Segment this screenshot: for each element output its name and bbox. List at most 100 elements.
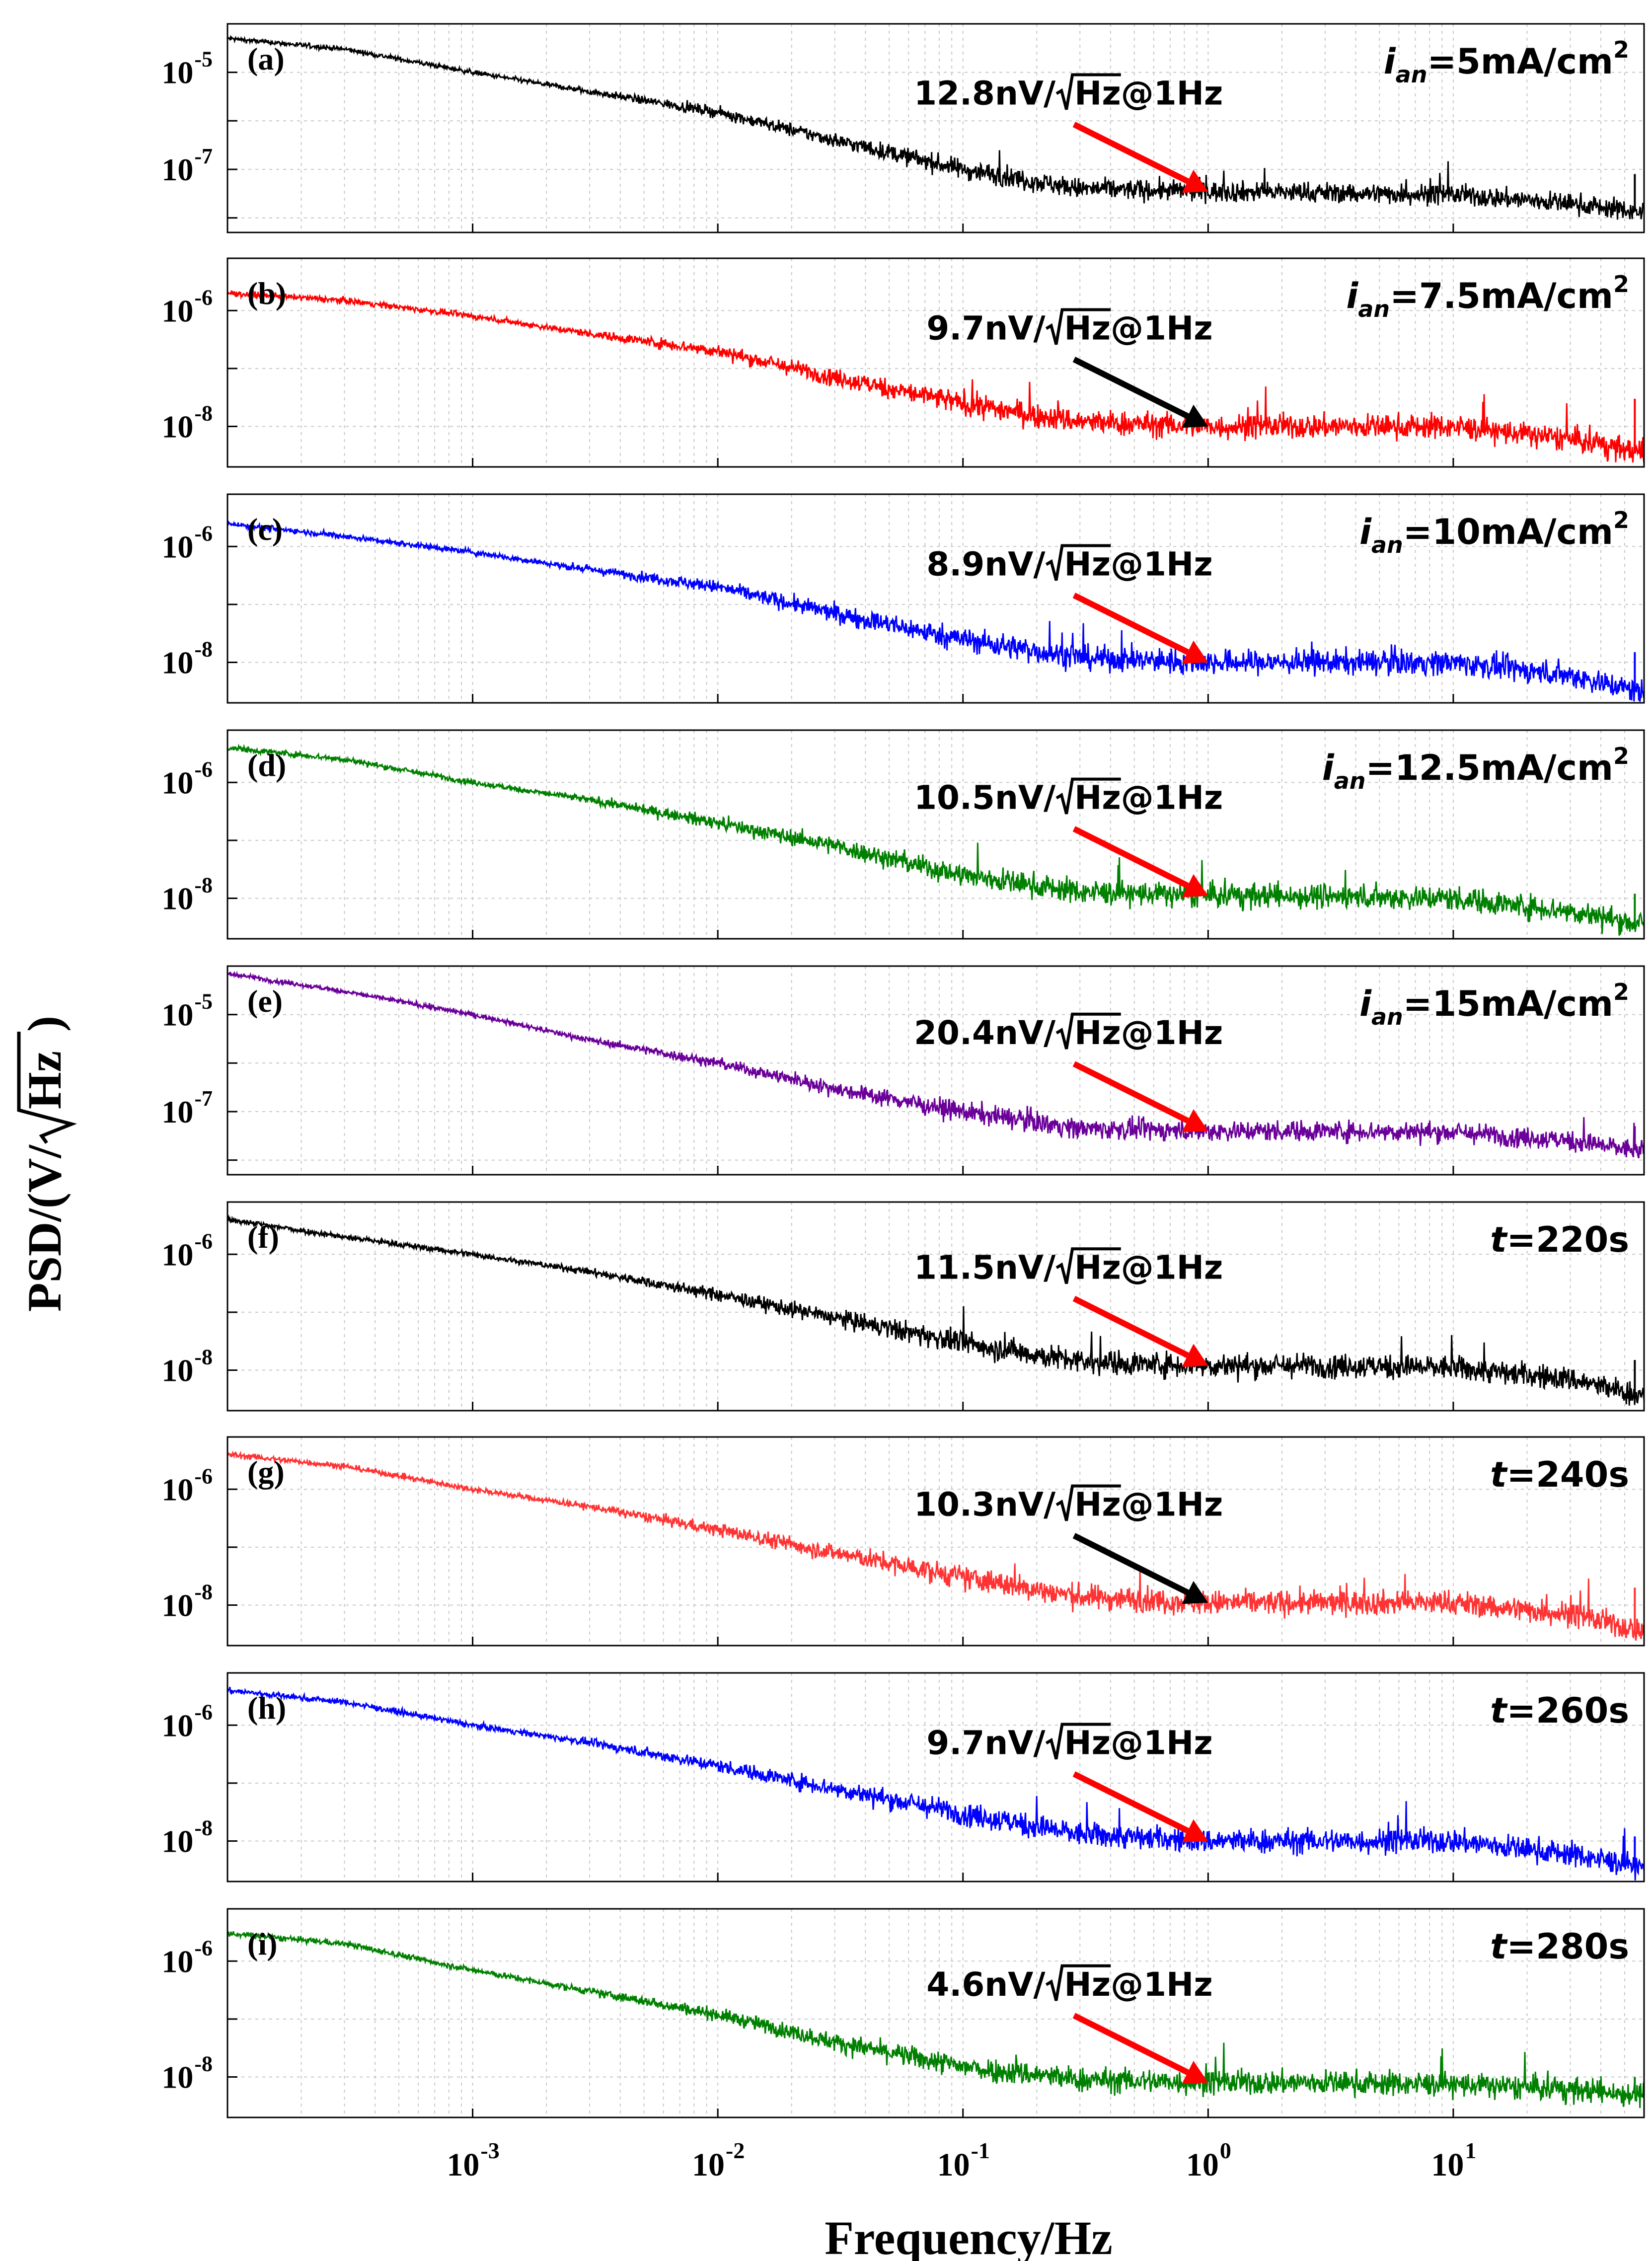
y-tick-label: -710: [161, 144, 213, 187]
panel-gridlines: [227, 258, 1644, 467]
annotation-radicand: Hz: [1074, 1014, 1121, 1052]
annotation-radicand: Hz: [1074, 1248, 1121, 1286]
condition-equals: =: [1365, 748, 1395, 788]
annotation-value: 4.6: [926, 1965, 984, 2004]
annotation-radicand: Hz: [1064, 309, 1111, 348]
panel-frame: [226, 1436, 1645, 1647]
x-tick-exponent: -1: [971, 2138, 990, 2163]
annotation-value: 8.9: [926, 545, 984, 584]
annotation-suffix: @1Hz: [1121, 74, 1223, 112]
annotation-radicand: Hz: [1074, 1486, 1121, 1524]
condition-label: i an = 5 mA/cm 2: [1384, 36, 1629, 88]
y-tick-base: 10: [161, 152, 193, 187]
annotation-value: 10.3: [914, 1486, 995, 1524]
panel-frame: [226, 23, 1645, 233]
condition-symbol: i: [1359, 983, 1372, 1024]
panel-gridlines: [227, 1673, 1644, 1882]
y-tick-label: -810: [161, 1580, 213, 1623]
annotation-unit-prefix: nV/: [984, 309, 1046, 348]
annotation-label: 9.7 nV/Hz @1Hz: [926, 1723, 1213, 1762]
condition-unit: s: [1608, 1454, 1629, 1495]
y-tick-exponent: -5: [194, 989, 213, 1014]
annotation-arrow-shaft: [1072, 1533, 1189, 1595]
y-axis-label-prefix: PSD/(V/: [18, 1144, 71, 1312]
x-tick-label: 10 -1: [937, 2138, 990, 2183]
y-tick-label: -810: [161, 873, 213, 916]
psd-series-line: [226, 520, 1645, 702]
annotation-arrow-shaft: [1072, 1061, 1189, 1124]
annotation-unit-prefix: nV/: [984, 545, 1046, 584]
panel-a: -510-710(a) i an = 5 mA/cm 212.8 nV/Hz @1Hz: [161, 23, 1645, 233]
psd-series-line: [226, 1931, 1645, 2109]
annotation-unit-prefix: nV/: [984, 1965, 1046, 2004]
panel-gridlines: [227, 494, 1644, 703]
panel-h: -610-810(h) t = 260 s9.7 nV/Hz @1Hz: [161, 1672, 1645, 1883]
y-tick-exponent: -6: [194, 1229, 213, 1253]
condition-value: 280: [1536, 1926, 1608, 1967]
y-tick-exponent: -7: [194, 144, 213, 168]
annotation-arrow-shaft: [1072, 357, 1189, 419]
y-axis-ticks: -610-810: [161, 1936, 237, 2095]
panel-gridlines: [227, 1437, 1644, 1646]
annotation-unit-prefix: nV/: [995, 74, 1056, 112]
x-tick-marks: [472, 1637, 1454, 1646]
condition-value: 240: [1536, 1454, 1608, 1495]
y-tick-exponent: -8: [194, 1345, 213, 1369]
condition-symbol: i: [1384, 41, 1396, 82]
y-tick-exponent: -6: [194, 1464, 213, 1488]
annotation-value: 9.7: [926, 1724, 984, 1762]
y-tick-label: -510: [161, 989, 213, 1033]
annotation-label: 10.5 nV/Hz @1Hz: [914, 777, 1223, 817]
condition-symbol: i: [1322, 748, 1335, 788]
y-tick-base: 10: [161, 997, 193, 1033]
annotation-arrow-shaft: [1072, 122, 1189, 184]
y-axis-title: PSD/(V/ Hz ): [17, 1016, 77, 1312]
condition-label: i an = 15 mA/cm 2: [1359, 979, 1629, 1030]
x-tick-exponent: 1: [1465, 2138, 1476, 2163]
y-tick-exponent: -6: [194, 521, 213, 545]
annotation-arrow-head: [1182, 169, 1208, 193]
panel-frame: [226, 493, 1645, 704]
annotation-sqrt-sign: [1055, 1484, 1121, 1521]
condition-unit: mA/cm: [1481, 512, 1613, 552]
condition-symbol: i: [1346, 276, 1358, 316]
condition-value: 10: [1432, 512, 1480, 552]
annotation-value: 20.4: [914, 1014, 995, 1052]
condition-superscript: 2: [1613, 507, 1629, 533]
panel-label: (g): [247, 1454, 285, 1490]
annotation-arrow-shaft: [1072, 1771, 1189, 1834]
annotation-suffix: @1Hz: [1111, 1724, 1213, 1762]
y-tick-base: 10: [161, 1094, 193, 1130]
y-tick-label: -610: [161, 1464, 213, 1507]
y-tick-exponent: -8: [194, 401, 213, 426]
annotation-arrow-head: [1182, 1819, 1208, 1843]
panel-gridlines: [227, 730, 1644, 939]
y-tick-exponent: -6: [194, 285, 213, 309]
annotation-unit-prefix: nV/: [995, 1486, 1056, 1524]
panel-f: -610-810(f) t = 220 s11.5 nV/Hz @1Hz: [161, 1201, 1645, 1412]
panel-label: (e): [247, 983, 283, 1019]
annotation-sqrt-sign: [1055, 73, 1121, 110]
condition-superscript: 2: [1613, 979, 1629, 1005]
condition-subscript: an: [1358, 296, 1390, 322]
x-tick-label: 10 -3: [447, 2138, 499, 2183]
condition-unit: mA/cm: [1481, 41, 1613, 82]
y-axis-label-suffix: ): [18, 1016, 71, 1032]
annotation-unit-prefix: nV/: [995, 1014, 1056, 1052]
panels-group: -510-710(a) i an = 5 mA/cm 212.8 nV/Hz @1Hz-…: [161, 23, 1645, 2118]
panel-frame: [226, 729, 1645, 940]
y-tick-base: 10: [161, 765, 193, 800]
y-tick-label: -610: [161, 521, 213, 564]
y-tick-base: 10: [161, 1353, 193, 1388]
x-tick-label: 10 0: [1186, 2138, 1231, 2183]
y-tick-base: 10: [161, 1472, 193, 1507]
y-tick-exponent: -6: [194, 1936, 213, 1960]
condition-equals: =: [1390, 276, 1419, 316]
condition-unit: mA/cm: [1481, 983, 1613, 1024]
y-axis-sqrt-sign: [17, 1032, 77, 1144]
annotation-arrow-head: [1182, 874, 1208, 898]
x-tick-marks: [472, 224, 1454, 232]
y-axis-ticks: -610-810: [161, 757, 237, 916]
panel-label: (f): [247, 1219, 279, 1255]
annotation-unit-prefix: nV/: [984, 1724, 1046, 1762]
